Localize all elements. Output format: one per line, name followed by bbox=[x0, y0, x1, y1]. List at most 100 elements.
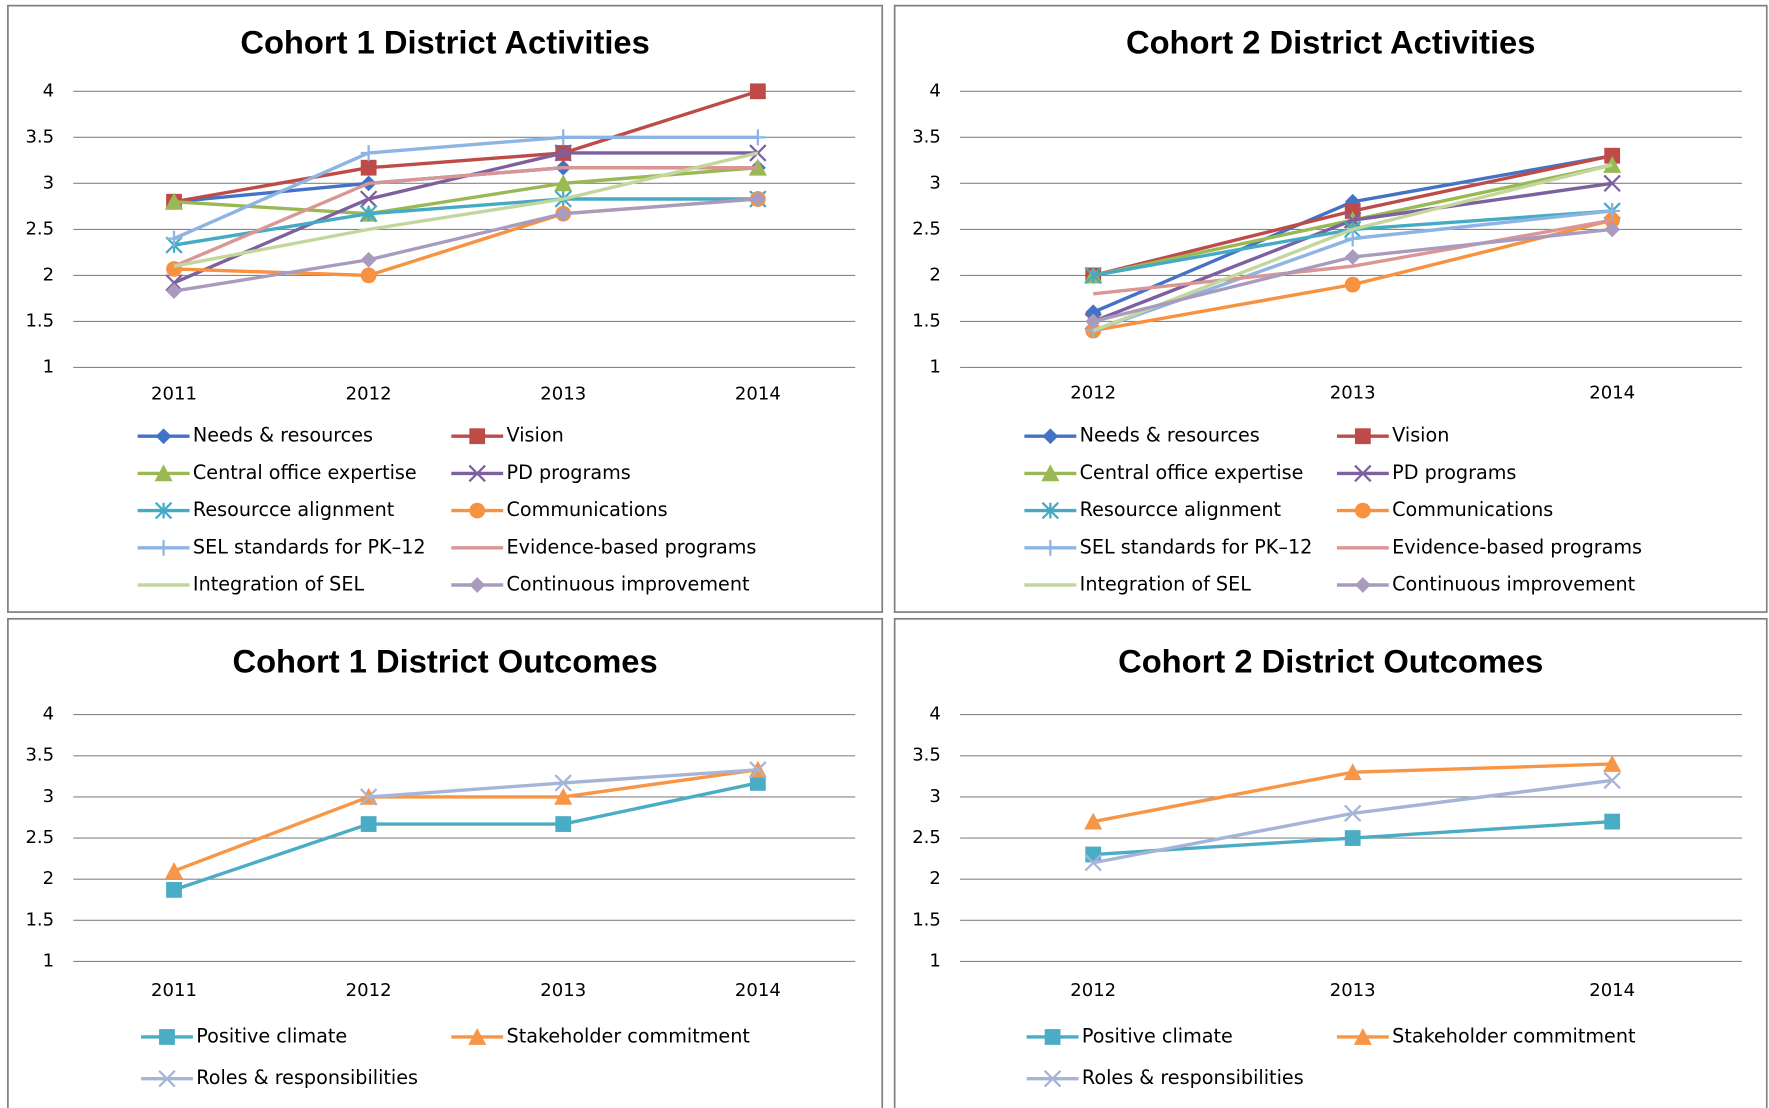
legend-label: Needs & resources bbox=[193, 424, 373, 447]
legend-label: Continuous improvement bbox=[507, 573, 750, 596]
marker bbox=[554, 144, 572, 162]
legend-label: PD programs bbox=[507, 461, 631, 484]
legend-label: Central office expertise bbox=[193, 461, 417, 484]
legend-entry: Integration of SEL bbox=[1024, 573, 1251, 595]
legend-label: Roles & responsibilities bbox=[1082, 1066, 1304, 1089]
legend-label: Positive climate bbox=[1082, 1024, 1233, 1047]
marker bbox=[1603, 771, 1621, 790]
x-tick-label: 2012 bbox=[346, 980, 392, 1001]
legend-label: Stakeholder commitment bbox=[1392, 1024, 1636, 1047]
chart-panel: Cohort 2 District Outcomes 1 1.5 2 2.5 3 3.5 4 2… bbox=[893, 617, 1768, 1108]
marker bbox=[166, 881, 182, 898]
legend-label: Evidence-based programs bbox=[507, 535, 757, 558]
marker bbox=[165, 274, 183, 292]
marker bbox=[166, 283, 182, 299]
marker bbox=[360, 145, 377, 161]
marker bbox=[749, 83, 766, 100]
legend-label: Communications bbox=[1392, 498, 1553, 521]
y-tick-label: 2 bbox=[929, 264, 940, 285]
legend-entry: Integration of SEL bbox=[137, 573, 364, 595]
marker bbox=[1344, 830, 1361, 846]
marker bbox=[164, 861, 184, 879]
marker bbox=[749, 191, 766, 207]
legend-label: SEL standards for PK–12 bbox=[193, 535, 426, 558]
y-tick-label: 3 bbox=[43, 172, 54, 193]
x-tick-label: 2014 bbox=[735, 980, 781, 1001]
y-tick-label: 4 bbox=[929, 704, 940, 725]
legend-entry: Positive climate bbox=[141, 1024, 347, 1047]
marker bbox=[554, 174, 573, 192]
x-tick-label: 2014 bbox=[735, 384, 781, 405]
y-tick-label: 1.5 bbox=[25, 310, 54, 331]
marker bbox=[1084, 854, 1102, 872]
legend-label: Communications bbox=[507, 498, 668, 521]
marker bbox=[555, 816, 572, 832]
legend-entry: Stakeholder commitment bbox=[1336, 1024, 1636, 1047]
marker bbox=[1043, 1070, 1062, 1088]
x-tick-label: 2012 bbox=[1070, 980, 1116, 1001]
y-tick-label: 3.5 bbox=[912, 126, 941, 147]
marker bbox=[1604, 203, 1621, 219]
legend-entry: PD programs bbox=[1336, 461, 1516, 484]
marker bbox=[1603, 174, 1621, 193]
x-tick-label: 2012 bbox=[346, 384, 392, 405]
marker bbox=[749, 129, 766, 146]
y-tick-label: 1 bbox=[43, 950, 54, 971]
marker bbox=[359, 190, 378, 208]
marker bbox=[1041, 464, 1060, 482]
x-tick-label: 2014 bbox=[1589, 382, 1635, 403]
y-tick-label: 1 bbox=[929, 356, 940, 377]
legend-entry: Communications bbox=[1336, 498, 1553, 521]
y-tick-label: 4 bbox=[43, 704, 54, 725]
legend-label: PD programs bbox=[1392, 461, 1516, 484]
y-tick-label: 3.5 bbox=[25, 126, 54, 147]
marker bbox=[1084, 812, 1103, 830]
y-tick-label: 3.5 bbox=[25, 745, 54, 766]
marker bbox=[158, 1070, 176, 1088]
legend-label: Positive climate bbox=[196, 1024, 347, 1047]
marker bbox=[1354, 464, 1372, 483]
series-line bbox=[1093, 218, 1613, 296]
y-tick-label: 4 bbox=[929, 80, 940, 101]
marker bbox=[1344, 230, 1361, 247]
panel-border bbox=[893, 4, 1768, 613]
chart-title: Cohort 1 District Outcomes bbox=[232, 643, 657, 680]
marker bbox=[360, 267, 377, 284]
marker bbox=[1085, 313, 1102, 330]
y-tick-label: 2 bbox=[43, 264, 54, 285]
marker bbox=[1344, 249, 1361, 265]
marker bbox=[554, 774, 572, 792]
marker bbox=[749, 775, 766, 791]
series-line bbox=[173, 781, 759, 892]
legend-entry: SEL standards for PK–12 bbox=[1024, 535, 1312, 558]
marker bbox=[1354, 428, 1371, 445]
y-tick-label: 4 bbox=[43, 80, 54, 101]
legend-entry: Resourcce alignment bbox=[1024, 498, 1282, 521]
marker bbox=[469, 428, 486, 445]
y-tick-label: 1.5 bbox=[912, 909, 941, 930]
chart-panel: Cohort 1 District Outcomes 1 1.5 2 2.5 3 3.5 4 2… bbox=[7, 617, 884, 1108]
marker bbox=[468, 464, 486, 483]
x-tick-label: 2013 bbox=[1330, 980, 1376, 1001]
series-line bbox=[173, 197, 758, 247]
marker bbox=[154, 464, 173, 482]
legend-label: Vision bbox=[1392, 424, 1449, 447]
legend-entry: Positive climate bbox=[1026, 1024, 1233, 1047]
marker bbox=[1603, 754, 1622, 772]
series-line bbox=[173, 197, 758, 293]
marker bbox=[468, 1027, 487, 1045]
panel-border bbox=[893, 617, 1768, 1108]
marker bbox=[360, 159, 377, 176]
marker bbox=[554, 787, 573, 805]
series-line bbox=[1092, 163, 1613, 333]
y-tick-label: 2.5 bbox=[25, 218, 54, 239]
legend-entry: PD programs bbox=[451, 461, 631, 484]
marker bbox=[1042, 539, 1059, 556]
y-tick-label: 2 bbox=[43, 868, 54, 889]
marker bbox=[1344, 276, 1361, 293]
legend-entry: Evidence-based programs bbox=[451, 535, 756, 558]
legend-label: Resourcce alignment bbox=[1080, 498, 1282, 521]
marker bbox=[154, 501, 173, 520]
y-tick-label: 2.5 bbox=[912, 827, 941, 848]
legend-entry: Evidence-based programs bbox=[1336, 535, 1642, 558]
